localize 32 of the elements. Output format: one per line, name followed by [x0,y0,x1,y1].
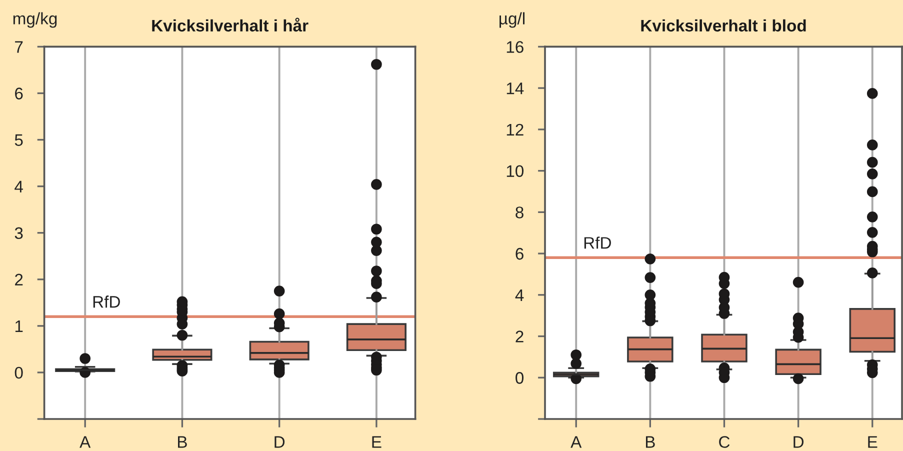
x-tick-label: A [80,436,91,448]
x-tick-label: A [570,436,582,448]
y-tick-label: 5 [14,134,23,146]
y-tick-label: 6 [15,88,23,100]
x-tick-label: E [868,436,878,448]
x-tick-label: C [719,436,730,448]
ref-line-label: RfD [93,296,120,308]
y-axis-title: mg/kg [13,12,57,28]
y-tick-label: 12 [506,124,524,136]
x-tick-label: D [794,436,804,448]
x-tick-label: D [274,436,285,448]
y-tick-label: 8 [516,206,524,218]
x-tick-label: B [646,436,655,448]
y-tick-label: 7 [15,41,23,53]
y-tick-label: 2 [516,330,524,342]
y-tick-label: 0 [14,366,23,379]
x-tick-label: E [372,436,382,448]
y-tick-label: 10 [506,165,524,178]
y-tick-label: 1 [15,320,23,332]
y-tick-label: 4 [14,180,23,192]
y-tick-label: 16 [506,41,524,53]
ref-line-label: RfD [584,236,611,249]
y-tick-label: 3 [14,227,23,240]
y-tick-label: 6 [516,248,524,260]
x-tick-label: B [178,436,187,448]
y-axis-title: µg/l [500,12,524,28]
chart-title: Kvicksilverhalt i hår [152,18,308,32]
y-tick-label: 0 [516,372,524,384]
chart-title: Kvicksilverhalt i blod [641,19,806,32]
y-tick-label: 2 [15,274,23,286]
y-tick-label: 14 [506,82,524,94]
y-tick-label: 4 [515,289,524,301]
